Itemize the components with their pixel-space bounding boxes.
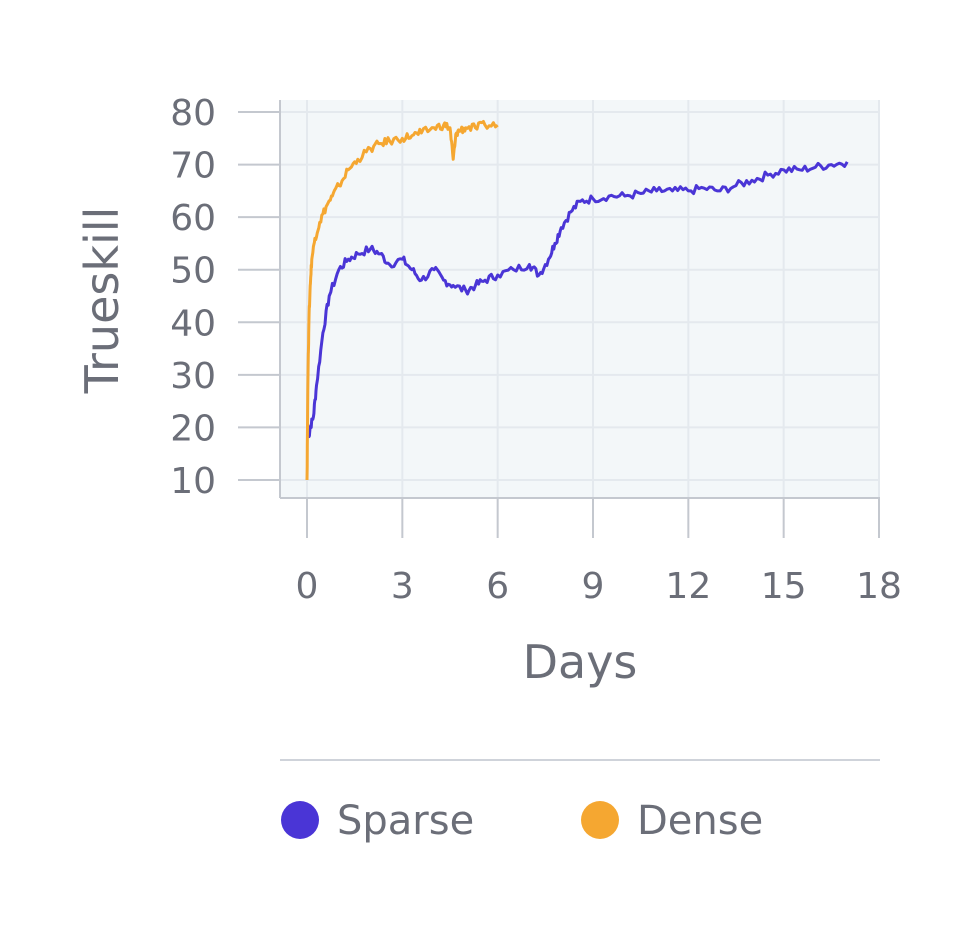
x-tick-label: 12 [665, 566, 711, 607]
series-line-sparse [307, 161, 849, 439]
axes: 10 20 30 40 50 60 70 80 0 3 6 9 12 15 18 [170, 93, 902, 607]
x-tick-label: 18 [856, 566, 902, 607]
y-tick-label: 30 [170, 356, 216, 397]
series-line-dense [305, 120, 499, 481]
x-tick-label: 15 [761, 566, 807, 607]
x-tick-label: 0 [296, 566, 319, 607]
y-tick-label: 20 [170, 408, 216, 449]
legend-label-dense: Dense [637, 798, 763, 844]
y-tick-label: 80 [170, 93, 216, 134]
y-tick-label: 70 [170, 146, 216, 187]
x-tick-label: 3 [391, 566, 414, 607]
x-tick-label: 6 [486, 566, 509, 607]
x-tick-label: 9 [582, 566, 605, 607]
y-tick-label: 40 [170, 303, 216, 344]
y-tick-label: 50 [170, 251, 216, 292]
y-tick-label: 60 [170, 198, 216, 239]
grid [280, 100, 880, 498]
y-axis-title: Trueskill [75, 207, 129, 395]
y-tick-label: 10 [170, 461, 216, 502]
legend-label-sparse: Sparse [337, 798, 474, 844]
legend: Sparse Dense [281, 798, 763, 844]
plot-background [280, 100, 880, 498]
series-layer [305, 120, 849, 481]
legend-swatch-sparse [281, 801, 319, 839]
legend-swatch-dense [581, 801, 619, 839]
x-axis-title: Days [523, 635, 638, 689]
